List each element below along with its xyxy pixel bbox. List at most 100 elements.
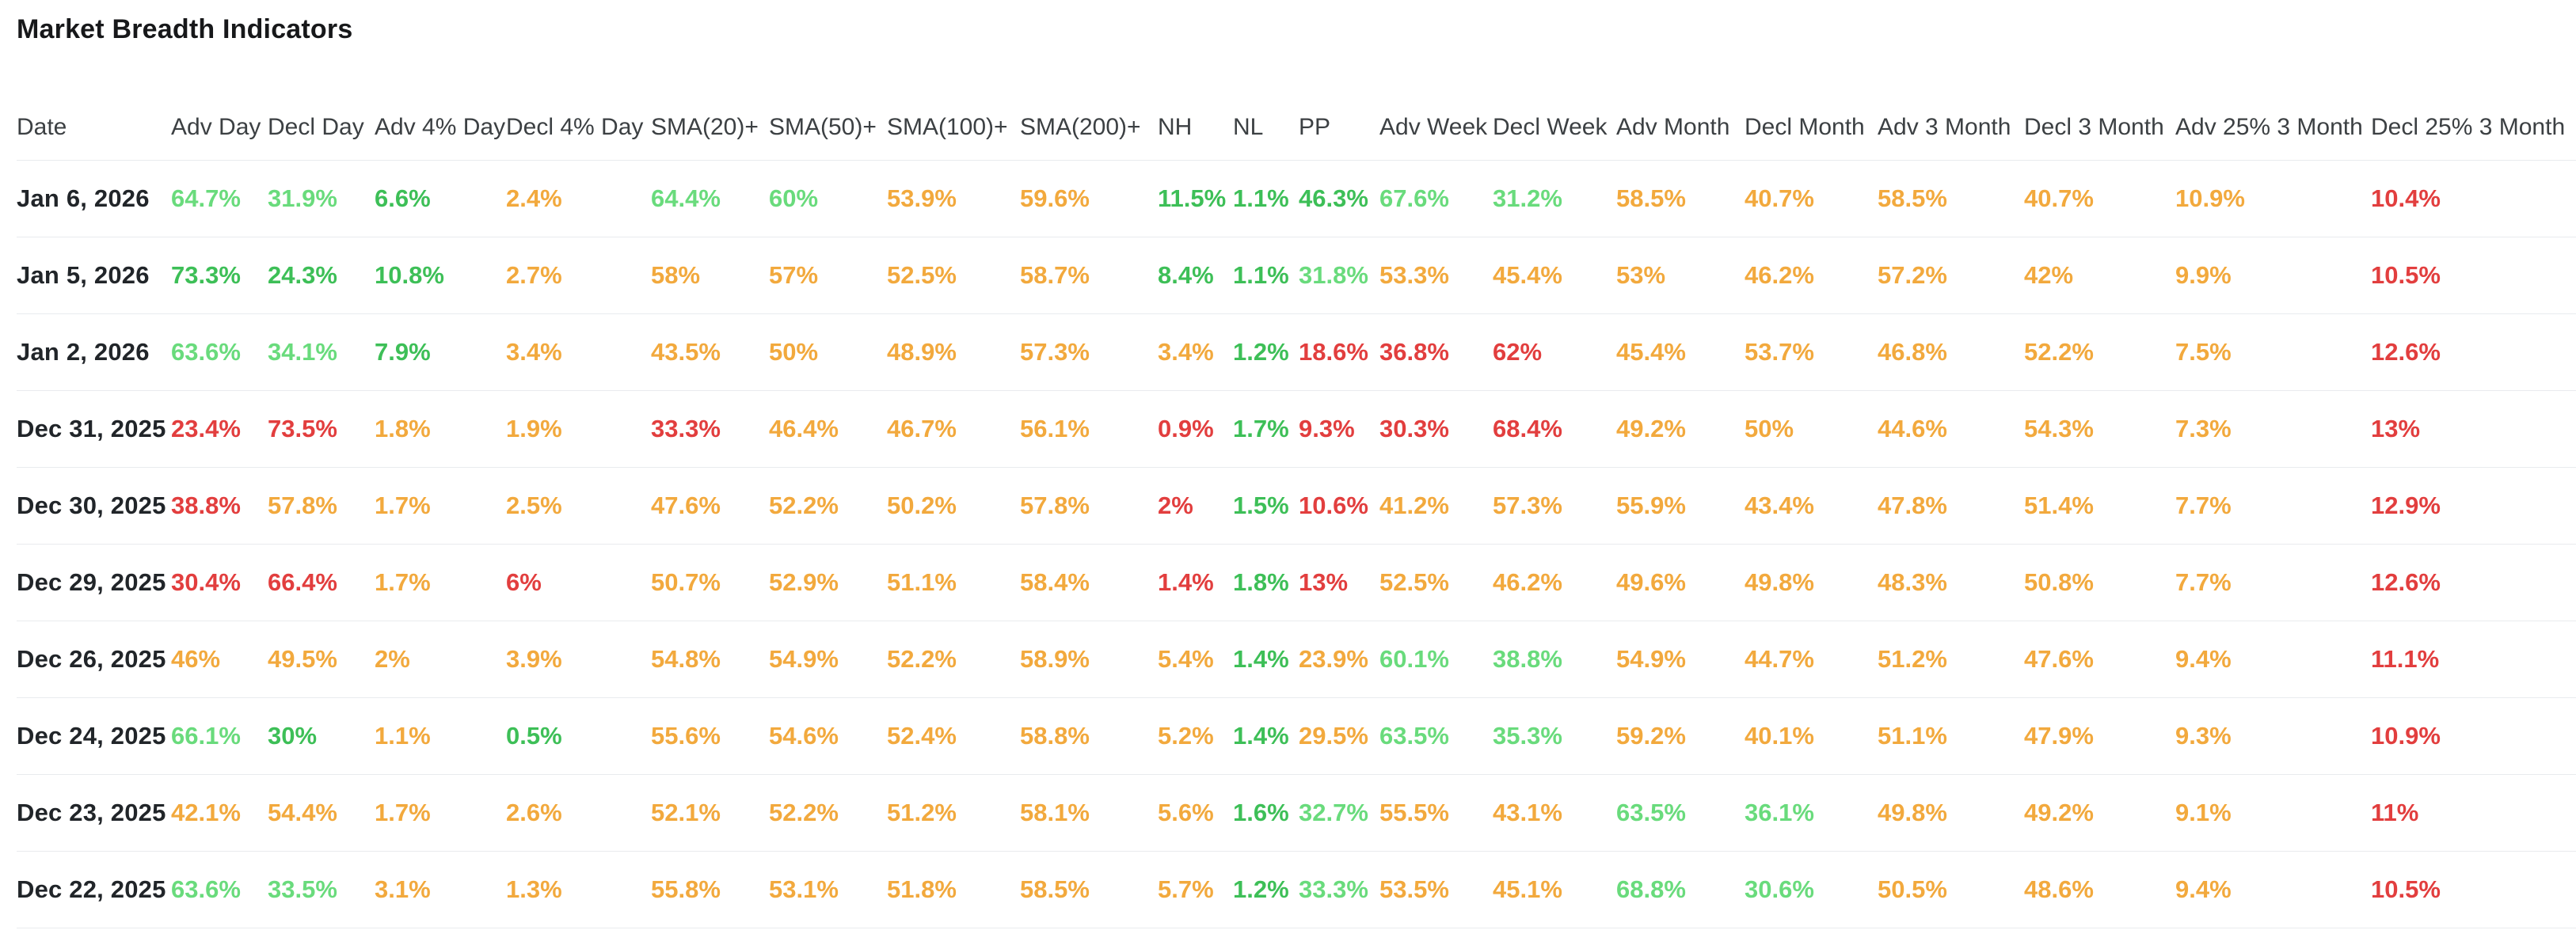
cell-nl: 1.1%: [1233, 237, 1299, 314]
cell-decl-3-month: 40.7%: [2024, 160, 2175, 237]
cell-decl-3-month: 51.4%: [2024, 467, 2175, 545]
column-header-decl-day: Decl Day: [268, 46, 375, 161]
cell-sma-200: 57.8%: [1020, 467, 1158, 545]
cell-sma-100: 51.8%: [887, 851, 1020, 928]
cell-decl-week: 31.2%: [1493, 160, 1616, 237]
cell-decl-day: 73.5%: [268, 390, 375, 468]
cell-decl-3-month: 52.2%: [2024, 313, 2175, 391]
cell-sma-50: 54.9%: [769, 621, 887, 698]
date-cell: Dec 22, 2025: [17, 851, 171, 928]
cell-adv-3-month: 44.6%: [1878, 390, 2024, 468]
cell-decl-day: 57.8%: [268, 467, 375, 545]
table-row: Dec 23, 2025 42.1% 54.4% 1.7% 2.6% 52.1% 52.2%…: [17, 774, 2576, 852]
cell-adv-day: 46%: [171, 621, 268, 698]
cell-decl-week: 57.3%: [1493, 467, 1616, 545]
cell-adv-day: 73.3%: [171, 237, 268, 314]
cell-adv-week: 63.5%: [1379, 697, 1493, 775]
cell-adv-4-day: 1.7%: [375, 544, 506, 621]
cell-adv-week: 36.8%: [1379, 313, 1493, 391]
cell-decl-25-3-month: 10.9%: [2371, 697, 2576, 775]
cell-adv-4-day: 1.1%: [375, 697, 506, 775]
cell-adv-day: 63.6%: [171, 851, 268, 928]
cell-pp: 10.6%: [1299, 467, 1379, 545]
column-header-decl-3-month: Decl 3 Month: [2024, 46, 2175, 161]
cell-nl: 1.4%: [1233, 697, 1299, 775]
cell-decl-3-month: 47.9%: [2024, 697, 2175, 775]
cell-adv-4-day: 1.8%: [375, 390, 506, 468]
cell-decl-4-day: 2.4%: [506, 160, 651, 237]
cell-nh: 0.9%: [1158, 390, 1233, 468]
cell-sma-200: 59.6%: [1020, 160, 1158, 237]
cell-nh: 11.5%: [1158, 160, 1233, 237]
date-cell: Jan 6, 2026: [17, 160, 171, 237]
column-header-date: Date: [17, 46, 171, 161]
cell-sma-20: 58%: [651, 237, 769, 314]
cell-sma-200: 58.4%: [1020, 544, 1158, 621]
cell-nh: 8.4%: [1158, 237, 1233, 314]
cell-pp: 13%: [1299, 544, 1379, 621]
cell-sma-200: 58.1%: [1020, 774, 1158, 852]
cell-sma-100: 53.9%: [887, 160, 1020, 237]
cell-adv-25-3-month: 9.9%: [2175, 237, 2371, 314]
date-cell: Dec 23, 2025: [17, 774, 171, 852]
cell-decl-month: 40.1%: [1745, 697, 1878, 775]
cell-sma-20: 64.4%: [651, 160, 769, 237]
cell-adv-3-month: 57.2%: [1878, 237, 2024, 314]
cell-adv-3-month: 58.5%: [1878, 160, 2024, 237]
table-row: Dec 30, 2025 38.8% 57.8% 1.7% 2.5% 47.6% 52.2%…: [17, 467, 2576, 545]
table-row: Dec 29, 2025 30.4% 66.4% 1.7% 6% 50.7% 52.9% 51…: [17, 544, 2576, 621]
cell-sma-200: 58.7%: [1020, 237, 1158, 314]
cell-decl-3-month: 54.3%: [2024, 390, 2175, 468]
cell-adv-4-day: 10.8%: [375, 237, 506, 314]
cell-adv-day: 30.4%: [171, 544, 268, 621]
cell-adv-3-month: 46.8%: [1878, 313, 2024, 391]
cell-decl-month: 40.7%: [1745, 160, 1878, 237]
cell-sma-20: 55.6%: [651, 697, 769, 775]
cell-adv-week: 55.5%: [1379, 774, 1493, 852]
cell-adv-4-day: 7.9%: [375, 313, 506, 391]
cell-adv-day: 23.4%: [171, 390, 268, 468]
cell-decl-25-3-month: 11%: [2371, 774, 2576, 852]
cell-adv-week: 52.5%: [1379, 544, 1493, 621]
column-header-adv-month: Adv Month: [1616, 46, 1745, 161]
cell-decl-25-3-month: 10.5%: [2371, 237, 2576, 314]
cell-decl-month: 53.7%: [1745, 313, 1878, 391]
cell-decl-day: 24.3%: [268, 237, 375, 314]
cell-decl-month: 44.7%: [1745, 621, 1878, 698]
cell-decl-3-month: 42%: [2024, 237, 2175, 314]
cell-decl-month: 36.1%: [1745, 774, 1878, 852]
cell-nl: 1.7%: [1233, 390, 1299, 468]
cell-nl: 1.4%: [1233, 621, 1299, 698]
cell-nh: 5.7%: [1158, 851, 1233, 928]
cell-nl: 1.2%: [1233, 313, 1299, 391]
column-header-sma-200: SMA(200)+: [1020, 46, 1158, 161]
cell-adv-25-3-month: 7.3%: [2175, 390, 2371, 468]
cell-decl-4-day: 1.9%: [506, 390, 651, 468]
cell-sma-100: 52.5%: [887, 237, 1020, 314]
cell-decl-week: 35.3%: [1493, 697, 1616, 775]
cell-decl-3-month: 48.6%: [2024, 851, 2175, 928]
cell-sma-50: 54.6%: [769, 697, 887, 775]
cell-adv-25-3-month: 7.7%: [2175, 544, 2371, 621]
cell-adv-month: 68.8%: [1616, 851, 1745, 928]
cell-adv-day: 38.8%: [171, 467, 268, 545]
cell-adv-3-month: 47.8%: [1878, 467, 2024, 545]
date-cell: Dec 30, 2025: [17, 467, 171, 545]
cell-decl-week: 46.2%: [1493, 544, 1616, 621]
cell-decl-day: 34.1%: [268, 313, 375, 391]
date-cell: Jan 5, 2026: [17, 237, 171, 314]
column-header-decl-week: Decl Week: [1493, 46, 1616, 161]
column-header-sma-20: SMA(20)+: [651, 46, 769, 161]
market-breadth-table: Date Adv Day Decl Day Adv 4% Day Decl 4% Day…: [17, 46, 2576, 928]
cell-decl-25-3-month: 11.1%: [2371, 621, 2576, 698]
cell-sma-100: 46.7%: [887, 390, 1020, 468]
cell-sma-20: 50.7%: [651, 544, 769, 621]
cell-decl-week: 38.8%: [1493, 621, 1616, 698]
cell-sma-200: 58.5%: [1020, 851, 1158, 928]
cell-decl-4-day: 2.5%: [506, 467, 651, 545]
cell-decl-25-3-month: 12.6%: [2371, 544, 2576, 621]
cell-adv-25-3-month: 7.7%: [2175, 467, 2371, 545]
cell-adv-month: 63.5%: [1616, 774, 1745, 852]
column-header-adv-25-3-month: Adv 25% 3 Month: [2175, 46, 2371, 161]
